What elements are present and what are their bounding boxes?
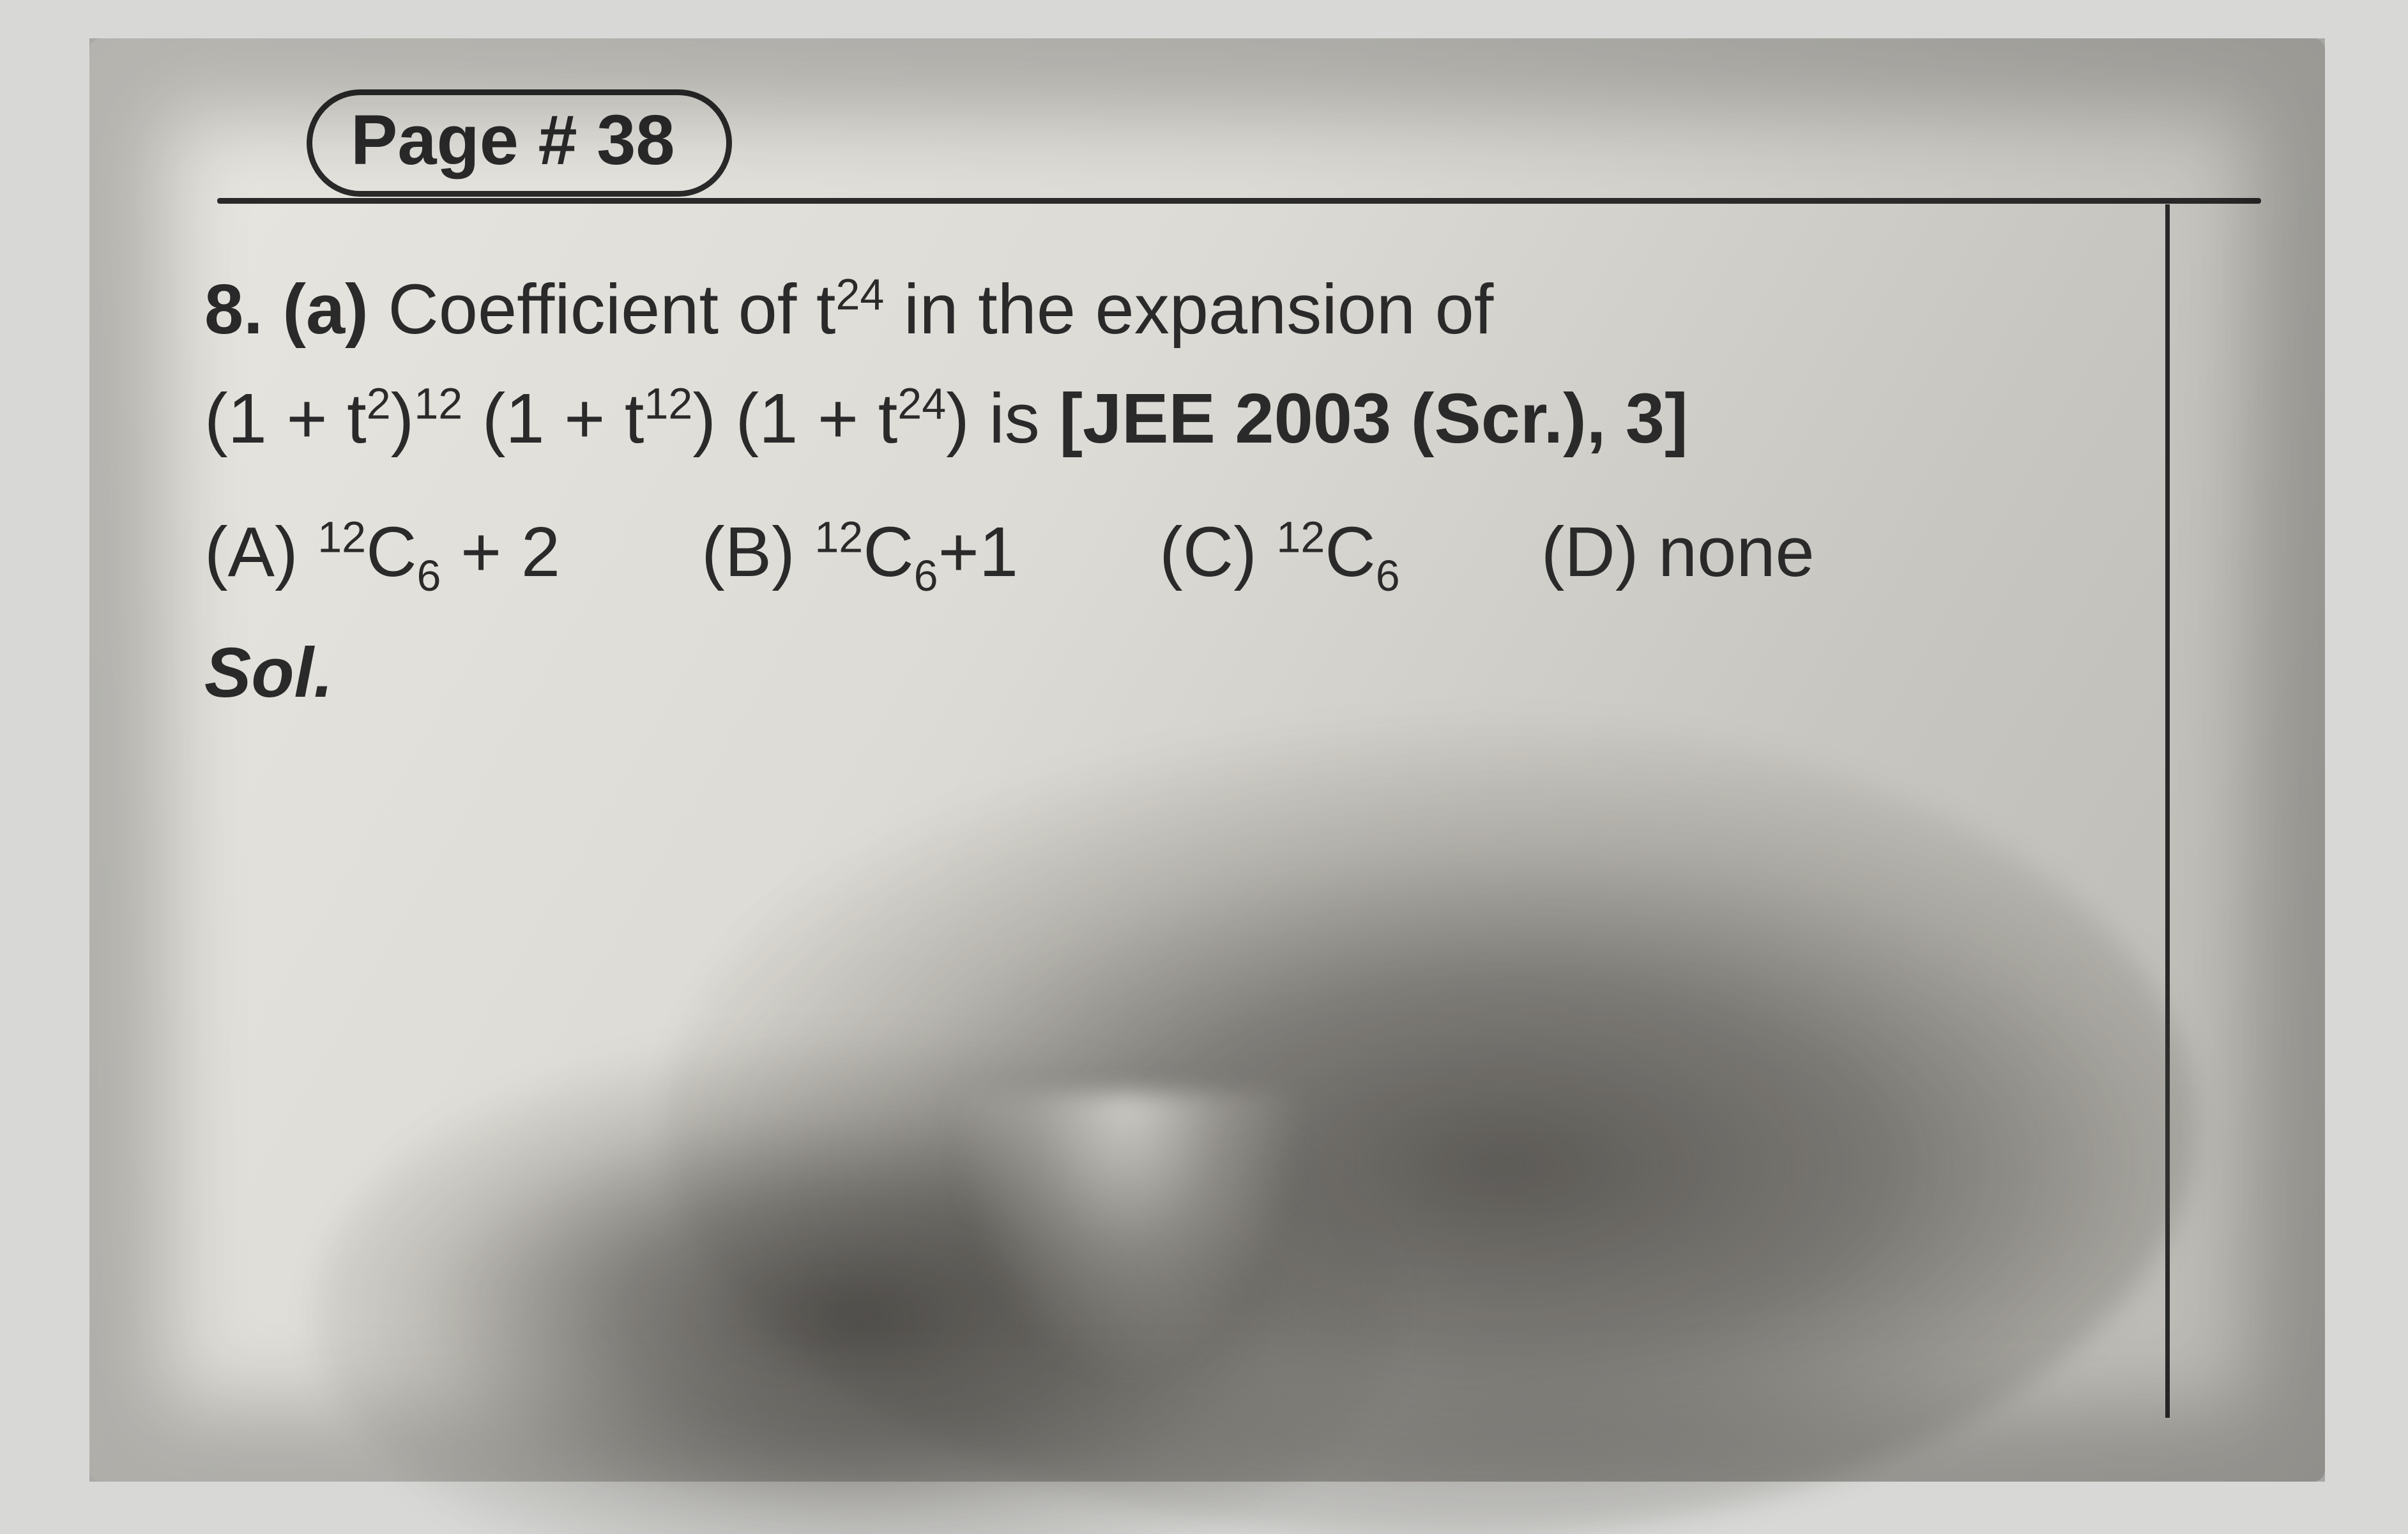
- expr-f3-open: (1 +: [716, 379, 878, 458]
- option-a-label: (A): [204, 513, 317, 591]
- option-a-base: C: [366, 513, 416, 591]
- option-c: (C) 12C6: [1159, 513, 1419, 591]
- question-block: 8. (a) Coefficient of t24 in the expansi…: [204, 255, 2159, 473]
- page-number-text: Page # 38: [351, 101, 675, 179]
- solution-label: Sol.: [204, 632, 333, 713]
- term-base: t: [816, 270, 836, 349]
- expr-f1-close-paren: ): [391, 379, 415, 458]
- expr-f3-close: ): [946, 379, 970, 458]
- options-row: (A) 12C6 + 2 (B) 12C6+1 (C) 12C6 (D) non…: [204, 498, 2159, 607]
- hand-shadow-notch: [952, 1092, 1303, 1534]
- expr-f1-exp: 2: [367, 379, 391, 428]
- expr-is: is: [970, 379, 1060, 458]
- option-c-base: C: [1325, 513, 1375, 591]
- option-a-presup: 12: [317, 513, 366, 561]
- question-line-2: (1 + t2)12 (1 + t12) (1 + t24) is [JEE 2…: [204, 365, 2159, 474]
- option-b-sub: 6: [914, 552, 938, 600]
- option-a-sub: 6: [417, 552, 441, 600]
- stem-prefix: Coefficient of: [388, 270, 816, 349]
- paper-page: Page # 38 8. (a) Coefficient of t24 in t…: [89, 38, 2325, 1482]
- page-number-chip: Page # 38: [307, 89, 732, 197]
- option-d-text: none: [1658, 513, 1815, 591]
- expr-f1-open: (1 +: [204, 379, 347, 458]
- expr-f3-base: t: [878, 379, 898, 458]
- stem-suffix: in the expansion of: [884, 270, 1493, 349]
- term-exp: 24: [835, 270, 884, 319]
- option-d: (D) none: [1541, 513, 1815, 591]
- option-c-presup: 12: [1276, 513, 1325, 561]
- option-b-presup: 12: [814, 513, 863, 561]
- header-rule: [217, 198, 2261, 204]
- source-tag: [JEE 2003 (Scr.), 3]: [1059, 379, 1688, 458]
- expr-f1-close-exp: 12: [414, 379, 462, 428]
- expr-f1-base: t: [347, 379, 367, 458]
- option-b-label: (B): [701, 513, 814, 591]
- expr-f2-exp: 12: [644, 379, 692, 428]
- expr-f3-exp: 24: [897, 379, 946, 428]
- option-a: (A) 12C6 + 2: [204, 513, 580, 591]
- expr-f2-base: t: [625, 379, 644, 458]
- option-d-label: (D): [1541, 513, 1658, 591]
- solution-label-text: Sol.: [204, 634, 333, 712]
- option-b: (B) 12C6+1: [701, 513, 1037, 591]
- expr-f2-close: ): [692, 379, 716, 458]
- option-b-base: C: [863, 513, 913, 591]
- option-b-tail: +1: [938, 513, 1018, 591]
- question-part: (a): [282, 270, 368, 349]
- option-a-tail: + 2: [441, 513, 560, 591]
- question-number: 8.: [204, 270, 263, 349]
- option-c-sub: 6: [1376, 552, 1400, 600]
- expr-f2-open: (1 +: [462, 379, 625, 458]
- option-c-label: (C): [1159, 513, 1276, 591]
- question-line-1: 8. (a) Coefficient of t24 in the expansi…: [204, 255, 2159, 365]
